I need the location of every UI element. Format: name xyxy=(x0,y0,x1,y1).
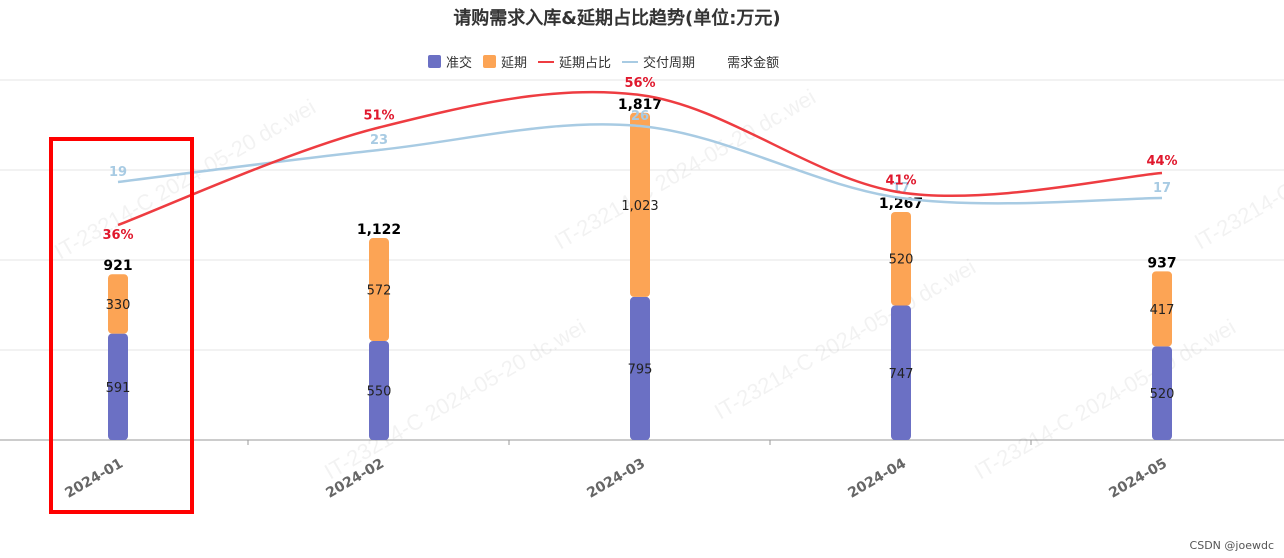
delivery-cycle-label: 17 xyxy=(1153,181,1171,196)
legend-item-yanqi-ratio[interactable]: 延期占比 xyxy=(538,52,611,71)
bar-label-zhunjiao: 795 xyxy=(628,362,653,377)
bar-zhunjiao xyxy=(108,333,128,440)
bar-zhunjiao xyxy=(891,305,911,440)
delay-ratio-label: 41% xyxy=(885,174,916,189)
legend-label: 准交 xyxy=(446,56,473,71)
legend-item-demand-amount[interactable]: 需求金额 xyxy=(706,52,779,71)
legend-item-zhunjiao[interactable]: 准交 xyxy=(428,52,472,71)
delivery-cycle-label: 23 xyxy=(370,133,388,148)
legend-label: 交付周期 xyxy=(643,56,696,71)
delivery-cycle-label: 26 xyxy=(631,109,649,124)
total-label: 1,817 xyxy=(618,97,662,113)
legend: 准交 延期 延期占比 交付周期 需求金额 xyxy=(428,52,790,71)
line-delivery-cycle xyxy=(117,123,1163,205)
bar-zhunjiao xyxy=(630,296,650,440)
bar-label-zhunjiao: 747 xyxy=(889,367,914,382)
legend-swatch xyxy=(428,55,441,68)
bar-label-yanqi: 572 xyxy=(367,284,392,299)
bar-label-zhunjiao: 520 xyxy=(1150,387,1175,402)
legend-swatch xyxy=(483,55,497,68)
bar-yanqi xyxy=(891,211,911,306)
legend-item-yanqi[interactable]: 延期 xyxy=(483,52,527,71)
legend-label: 延期 xyxy=(501,56,528,71)
chart-title: 请购需求入库&延期占比趋势(单位:万元) xyxy=(453,8,781,29)
delay-ratio-label: 44% xyxy=(1146,154,1177,169)
bar-zhunjiao xyxy=(369,341,389,440)
legend-label: 需求金额 xyxy=(727,56,780,71)
watermark-text: IT-23214-C 2024-05-20 dc.wei xyxy=(550,84,820,254)
credit-text: CSDN @joewdc xyxy=(1189,539,1274,552)
bar-label-yanqi: 417 xyxy=(1150,303,1175,318)
bar-label-yanqi: 1,023 xyxy=(621,199,658,214)
delay-ratio-label: 36% xyxy=(102,228,133,243)
watermark-text: IT-23214-C 2024-05-20 dc.wei xyxy=(710,254,980,424)
bar-yanqi xyxy=(369,238,389,341)
bar-label-zhunjiao: 591 xyxy=(106,381,131,396)
legend-swatch xyxy=(622,60,639,63)
total-label: 937 xyxy=(1147,255,1176,271)
bar-label-zhunjiao: 550 xyxy=(367,385,392,400)
bar-yanqi xyxy=(1152,271,1172,347)
x-tick-label: 2024-03 xyxy=(584,456,648,502)
x-tick-label: 2024-04 xyxy=(845,455,909,501)
bar-label-yanqi: 520 xyxy=(889,253,914,268)
watermark-text: IT-23214-C 2024-05-20 dc.wei xyxy=(1190,84,1284,254)
watermark-text: IT-23214-C 2024-05-20 dc.wei xyxy=(970,314,1240,484)
x-tick-label: 2024-05 xyxy=(1106,456,1170,502)
legend-item-delivery-cycle[interactable]: 交付周期 xyxy=(622,52,695,71)
highlight-box xyxy=(49,137,194,514)
delivery-cycle-label: 19 xyxy=(109,165,127,180)
total-label: 1,122 xyxy=(357,222,401,238)
watermark-text: IT-23214-C 2024-05-20 dc.wei xyxy=(320,314,590,484)
delay-ratio-label: 56% xyxy=(624,76,655,91)
bar-yanqi xyxy=(108,274,128,334)
delay-ratio-label: 51% xyxy=(363,109,394,124)
bar-zhunjiao xyxy=(1152,346,1172,440)
legend-label: 延期占比 xyxy=(559,56,612,71)
line-delay-ratio xyxy=(117,90,1163,227)
total-label: 921 xyxy=(103,258,132,274)
legend-swatch xyxy=(538,60,555,63)
bar-label-yanqi: 330 xyxy=(106,298,131,313)
bar-yanqi xyxy=(630,112,650,297)
